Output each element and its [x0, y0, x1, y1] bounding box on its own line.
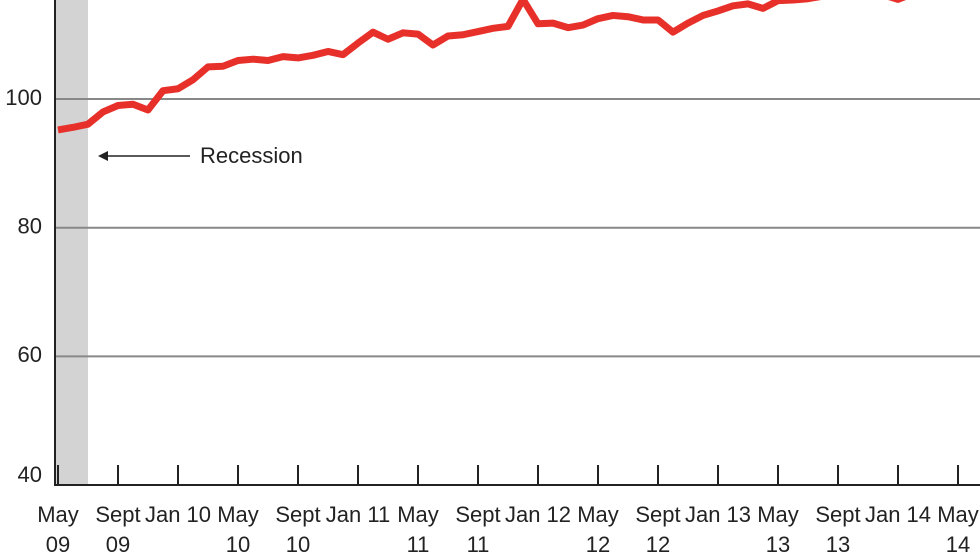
x-tick-label: Sept 10 — [275, 502, 321, 557]
x-tick-label: May 10 — [217, 502, 259, 557]
y-tick-label: 40 — [18, 462, 42, 487]
x-tick-label: Sept 11 — [455, 502, 501, 557]
y-tick-label: 100 — [5, 85, 42, 110]
arrow-head — [98, 151, 108, 161]
data-line — [57, 0, 907, 134]
x-tick-label: Jan 14 — [864, 502, 932, 527]
annotation: Recession — [200, 143, 303, 168]
y-tick-label: 60 — [18, 342, 42, 367]
x-tick-label: Jan 11 — [325, 502, 391, 527]
x-tick-label: Jan 13 — [684, 502, 752, 527]
y-tick-label: 80 — [18, 214, 42, 239]
recession-band — [55, 0, 88, 485]
x-tick-label: May 11 — [397, 502, 439, 557]
x-tick-label: Jan 10 — [144, 502, 212, 527]
x-tick-label: May 14 — [937, 502, 979, 557]
x-tick-label: Jan 12 — [504, 502, 572, 527]
